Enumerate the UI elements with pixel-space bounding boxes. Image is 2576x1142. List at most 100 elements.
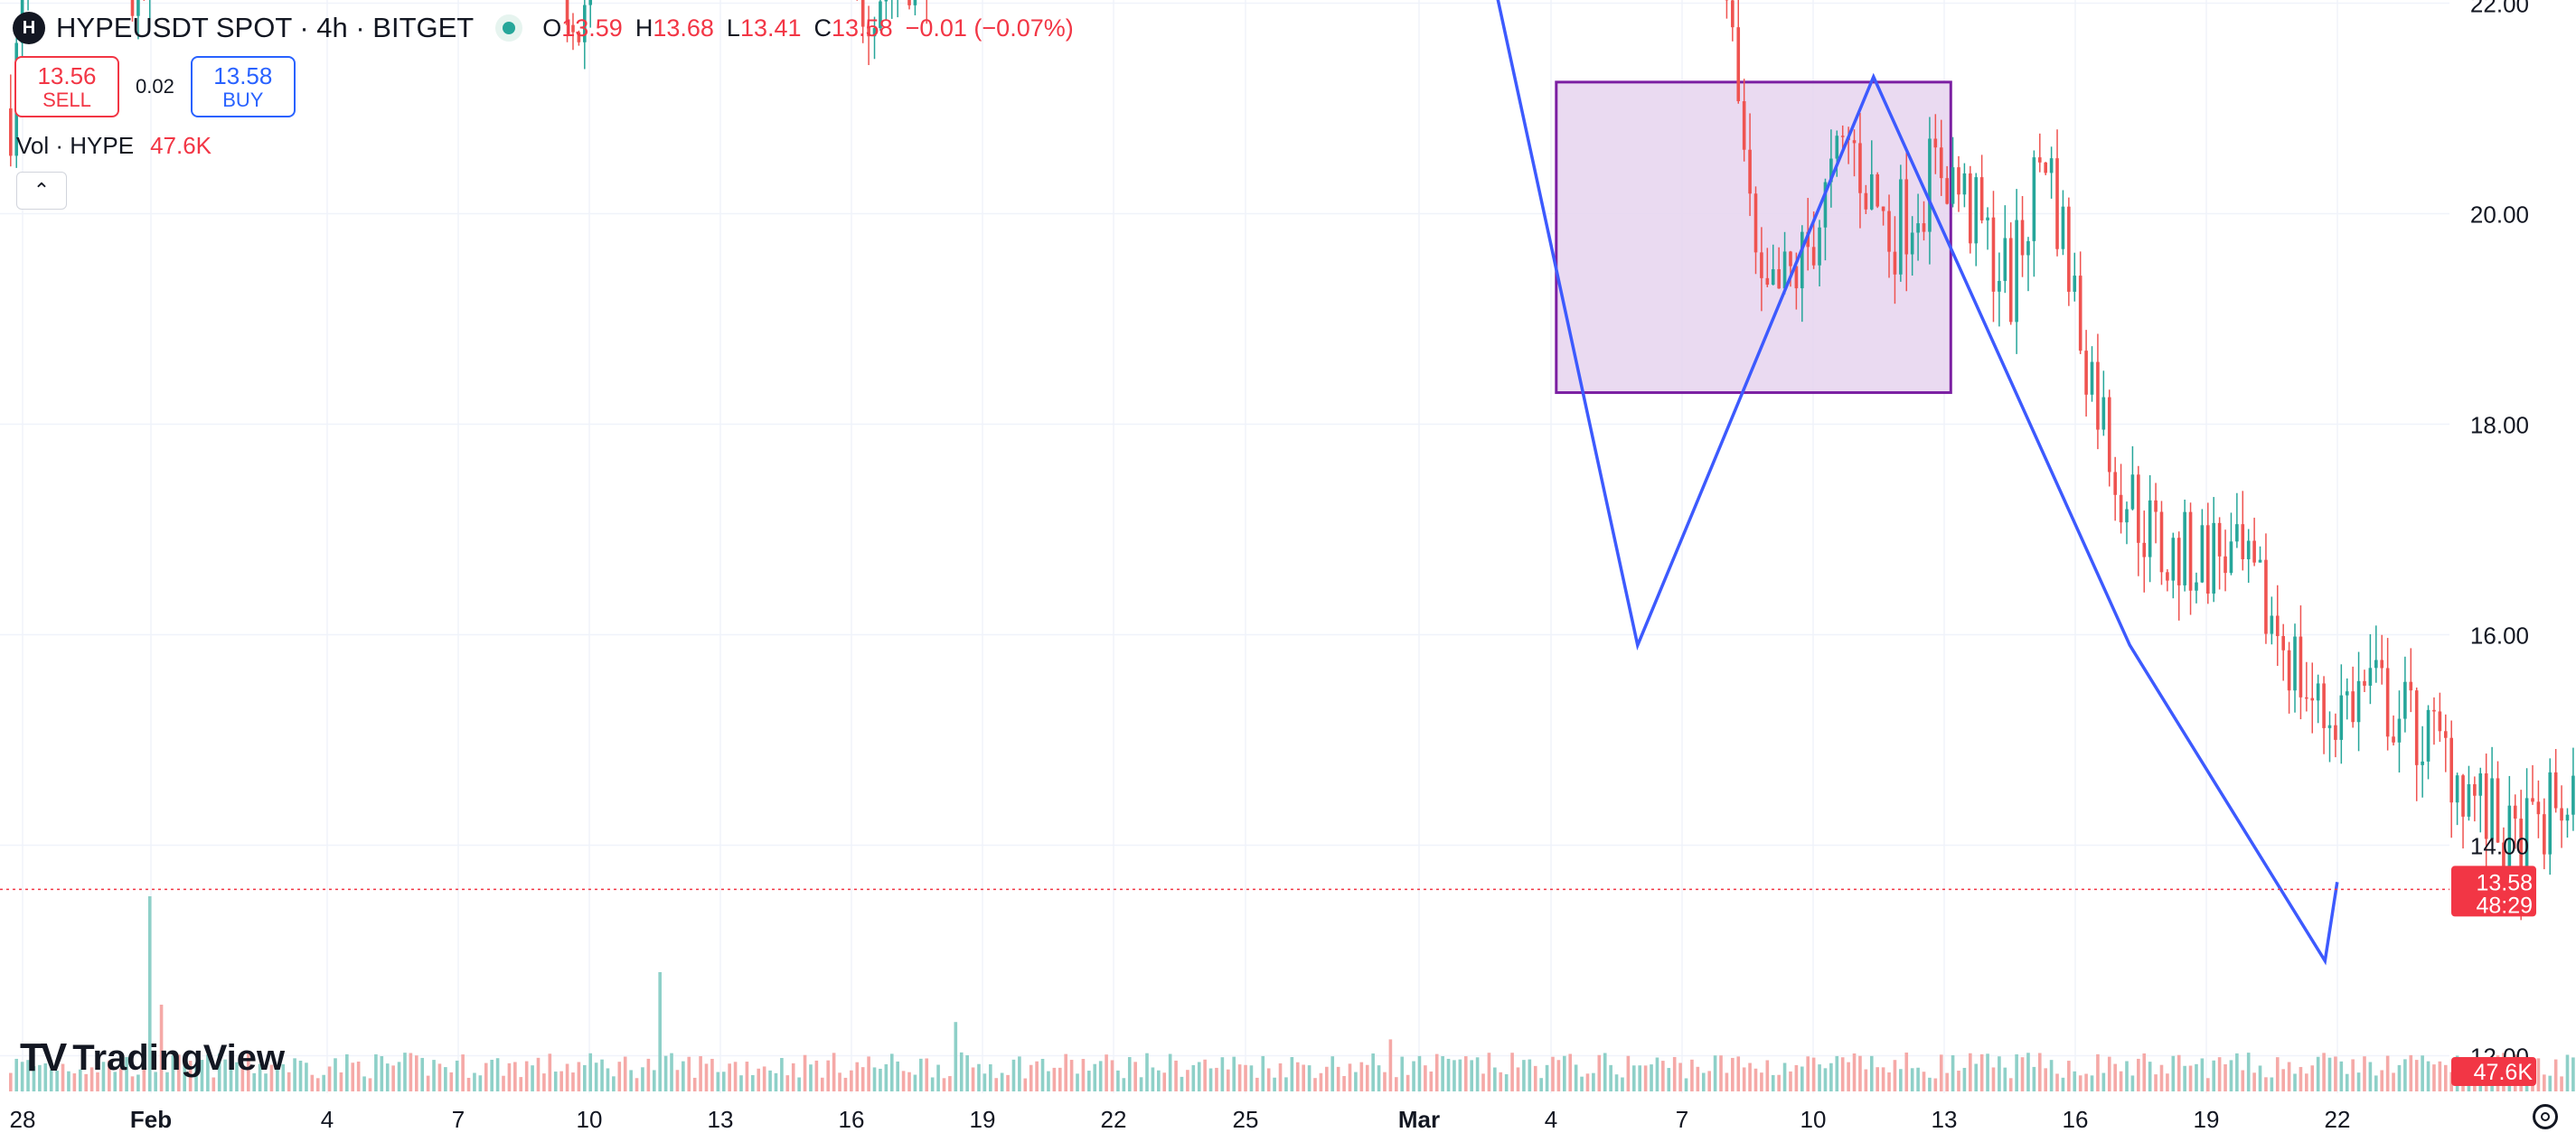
volume-bar [1650, 1064, 1653, 1091]
volume-bar [2090, 1075, 2094, 1091]
volume-bar [2374, 1075, 2378, 1091]
close-key: C [813, 14, 832, 42]
volume-bar [1249, 1065, 1254, 1091]
volume-bar [832, 1053, 836, 1091]
trend-line-drawings[interactable] [1353, 0, 2339, 966]
tradingview-logo[interactable]: TV TradingView [20, 1035, 285, 1081]
volume-bar [61, 1063, 65, 1091]
volume-bar [930, 1077, 935, 1091]
volume-bar [461, 1054, 465, 1091]
volume-bar [1186, 1070, 1189, 1091]
price-axis[interactable]: 32.0030.0028.0026.0024.0022.0020.0018.00… [2470, 0, 2529, 1071]
volume-bar [1719, 1055, 1723, 1091]
volume-bar [1933, 1078, 1938, 1091]
trade-buttons: 13.56 SELL 0.02 13.58 BUY [14, 56, 296, 117]
volume-bar [838, 1072, 841, 1091]
volume-bar [571, 1072, 575, 1091]
volume-bar [1742, 1067, 1746, 1091]
volume-bar [1777, 1074, 1781, 1091]
volume-bar [2020, 1057, 2025, 1091]
volume-bar [2339, 1061, 2344, 1091]
candle-body [1887, 211, 1891, 252]
candle-body [2246, 540, 2251, 559]
volume-bar [1388, 1039, 1393, 1091]
price-tick-label: 20.00 [2470, 201, 2529, 229]
candle-body [2258, 559, 2262, 563]
volume-bar [814, 1060, 819, 1091]
volume-bar [1232, 1056, 1236, 1091]
volume-bar [1725, 1072, 1729, 1091]
volume-bar [699, 1056, 702, 1091]
volume-bar [1951, 1055, 1955, 1091]
volume-bar [1522, 1060, 1526, 1091]
volume-bar [2159, 1064, 2164, 1091]
volume-bar [1441, 1055, 1444, 1091]
volume-bar [1371, 1053, 1375, 1091]
candle-body [1760, 252, 1763, 278]
candle-body [2125, 509, 2129, 523]
volume-bar [414, 1055, 418, 1091]
candle-body [2235, 524, 2239, 542]
candle-body [2334, 725, 2337, 740]
rectangle-drawing[interactable] [1555, 80, 1952, 395]
volume-bar [2003, 1067, 2007, 1091]
candle-body [2241, 524, 2245, 559]
volume-bar [2543, 1074, 2546, 1091]
rectangle-drawings[interactable] [588, 0, 1952, 395]
volume-bar [444, 1067, 447, 1091]
candle-body [1782, 251, 1787, 289]
time-tick-label: 19 [2194, 1106, 2220, 1133]
candle-body [2455, 775, 2459, 803]
volume-bar [855, 1062, 860, 1091]
volume-bar [791, 1062, 795, 1091]
volume-bar [710, 1058, 714, 1091]
buy-button[interactable]: 13.58 BUY [190, 56, 296, 117]
volume-bar [1631, 1065, 1636, 1091]
candle-body [2275, 615, 2280, 637]
time-axis[interactable]: 28 Feb 4 7 10 13 16 19 22 25 Mar 4 7 10 13 16 19 22 [10, 1106, 2351, 1133]
volume-bar [1713, 1055, 1717, 1091]
volume-bar [2443, 1064, 2448, 1091]
candle-body [2008, 238, 2013, 323]
time-tick-label: 19 [970, 1106, 996, 1133]
candle-body [872, 28, 877, 37]
volume-bar [2235, 1053, 2239, 1091]
volume-bar [368, 1078, 372, 1091]
collapse-legend-button[interactable]: ⌃ [16, 172, 67, 210]
hyperliquid-logo-icon: H [13, 12, 45, 44]
candle-body [2345, 691, 2349, 696]
volume-bar [826, 1060, 831, 1091]
candle-body [2351, 691, 2355, 723]
candle-body [2217, 522, 2222, 557]
volume-bar [478, 1075, 483, 1091]
candle-body [2392, 736, 2395, 743]
volume-name: Vol · HYPE [16, 132, 135, 159]
volume-bar [1180, 1076, 1184, 1091]
volume-bar [334, 1058, 337, 1091]
candle-body [2195, 582, 2198, 591]
volume-bar [513, 1062, 517, 1091]
trend-line-drawing[interactable] [1353, 0, 2339, 966]
volume-bar [2432, 1064, 2436, 1091]
volume-bar [2183, 1065, 2186, 1091]
volume-bar [1040, 1058, 1045, 1091]
candle-body [2270, 615, 2274, 634]
volume-bar [2217, 1057, 2222, 1091]
candle-body [1806, 231, 1810, 248]
price-tick-label: 16.00 [2470, 622, 2529, 650]
price-tick-label: 14.00 [2470, 833, 2529, 860]
volume-legend[interactable]: Vol · HYPE 47.6K [16, 132, 212, 160]
candle-body [2090, 361, 2094, 395]
volume-bar [2316, 1056, 2320, 1091]
volume-bar [1290, 1057, 1294, 1091]
chart-settings-gear-icon[interactable] [2533, 1104, 2558, 1129]
volume-bar [281, 1063, 286, 1091]
sell-button[interactable]: 13.56 SELL [14, 56, 119, 117]
volume-bar [2571, 1057, 2575, 1091]
symbol-title[interactable]: HYPEUSDT SPOT · 4h · BITGET [56, 12, 475, 43]
volume-bar [670, 1053, 673, 1091]
volume-bar [473, 1072, 476, 1091]
volume-bar [2049, 1060, 2054, 1091]
volume-bar [2327, 1057, 2332, 1091]
